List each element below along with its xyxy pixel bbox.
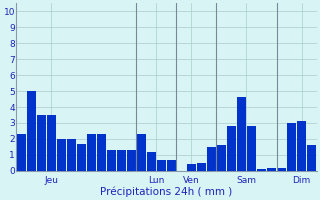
Bar xyxy=(207,147,216,171)
Bar xyxy=(127,150,136,171)
Bar xyxy=(217,145,226,171)
Bar xyxy=(197,163,206,171)
Bar xyxy=(17,134,26,171)
Bar xyxy=(287,123,296,171)
Bar xyxy=(47,115,56,171)
Bar xyxy=(37,115,46,171)
Bar xyxy=(107,150,116,171)
Bar xyxy=(267,168,276,171)
Bar xyxy=(237,97,246,171)
Bar xyxy=(227,126,236,171)
Bar xyxy=(157,160,166,171)
Bar xyxy=(297,121,306,171)
Bar xyxy=(137,134,146,171)
Bar xyxy=(97,134,106,171)
Bar xyxy=(147,152,156,171)
Bar xyxy=(307,145,316,171)
Bar xyxy=(67,139,76,171)
Bar xyxy=(87,134,96,171)
Bar xyxy=(257,169,266,171)
X-axis label: Précipitations 24h ( mm ): Précipitations 24h ( mm ) xyxy=(100,186,233,197)
Bar xyxy=(167,160,176,171)
Bar xyxy=(27,91,36,171)
Bar xyxy=(117,150,126,171)
Bar xyxy=(187,164,196,171)
Bar xyxy=(247,126,256,171)
Bar xyxy=(57,139,66,171)
Bar xyxy=(277,168,286,171)
Bar xyxy=(77,144,86,171)
